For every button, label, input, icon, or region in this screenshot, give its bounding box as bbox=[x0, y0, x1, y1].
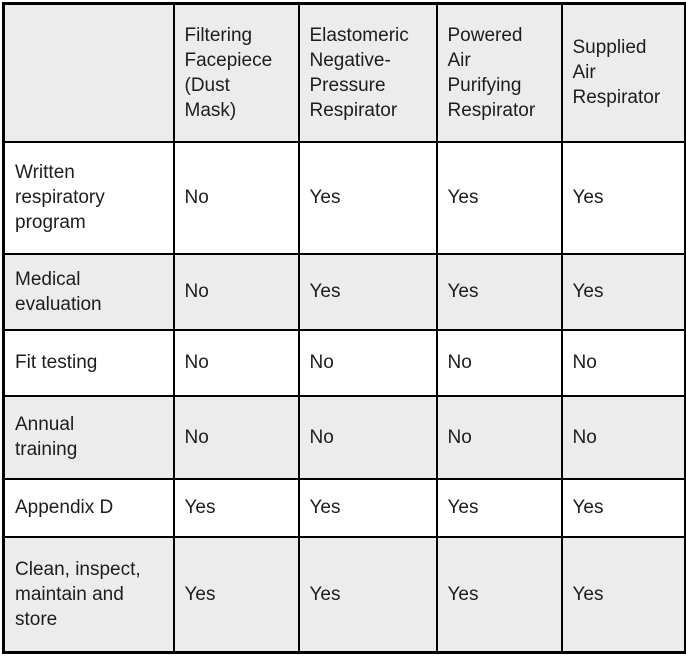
value-cell: Yes bbox=[297, 535, 438, 654]
value-cell: No bbox=[172, 328, 300, 397]
row-label: Medical evaluation bbox=[2, 252, 175, 331]
value-cell: No bbox=[560, 328, 686, 397]
row-label: Fit testing bbox=[2, 328, 175, 397]
value-cell: No bbox=[172, 140, 300, 255]
table-row-annual-training: Annual training No No No No bbox=[2, 394, 686, 480]
table-row-written-respiratory-program: Written respiratory program No Yes Yes Y… bbox=[2, 140, 686, 255]
value-cell: Yes bbox=[172, 477, 300, 538]
value-cell: Yes bbox=[297, 252, 438, 331]
value-cell: Yes bbox=[560, 252, 686, 331]
table-row-fit-testing: Fit testing No No No No bbox=[2, 328, 686, 397]
row-label: Written respiratory program bbox=[2, 140, 175, 255]
value-cell: No bbox=[435, 328, 563, 397]
value-cell: Yes bbox=[172, 535, 300, 654]
value-cell: Yes bbox=[560, 140, 686, 255]
row-label: Clean, inspect, maintain and store bbox=[2, 535, 175, 654]
row-label: Annual training bbox=[2, 394, 175, 480]
row-label: Appendix D bbox=[2, 477, 175, 538]
value-cell: No bbox=[297, 328, 438, 397]
column-header-filtering-facepiece: Filtering Facepiece (Dust Mask) bbox=[172, 2, 300, 143]
value-cell: Yes bbox=[435, 140, 563, 255]
value-cell: No bbox=[172, 252, 300, 331]
value-cell: No bbox=[560, 394, 686, 480]
value-cell: No bbox=[435, 394, 563, 480]
value-cell: Yes bbox=[435, 252, 563, 331]
value-cell: Yes bbox=[297, 477, 438, 538]
table-row-clean-inspect-maintain-store: Clean, inspect, maintain and store Yes Y… bbox=[2, 535, 686, 654]
column-header-powered-air-purifying: Powered Air Purifying Respirator bbox=[435, 2, 563, 143]
table-row-medical-evaluation: Medical evaluation No Yes Yes Yes bbox=[2, 252, 686, 331]
value-cell: Yes bbox=[560, 535, 686, 654]
column-header-elastomeric-negative-pressure: Elastomeric Negative- Pressure Respirato… bbox=[297, 2, 438, 143]
value-cell: Yes bbox=[435, 535, 563, 654]
value-cell: Yes bbox=[435, 477, 563, 538]
value-cell: Yes bbox=[560, 477, 686, 538]
header-row: Filtering Facepiece (Dust Mask) Elastome… bbox=[2, 2, 686, 143]
column-header-supplied-air: Supplied Air Respirator bbox=[560, 2, 686, 143]
value-cell: No bbox=[172, 394, 300, 480]
value-cell: No bbox=[297, 394, 438, 480]
table-row-appendix-d: Appendix D Yes Yes Yes Yes bbox=[2, 477, 686, 538]
corner-cell bbox=[2, 2, 175, 143]
value-cell: Yes bbox=[297, 140, 438, 255]
